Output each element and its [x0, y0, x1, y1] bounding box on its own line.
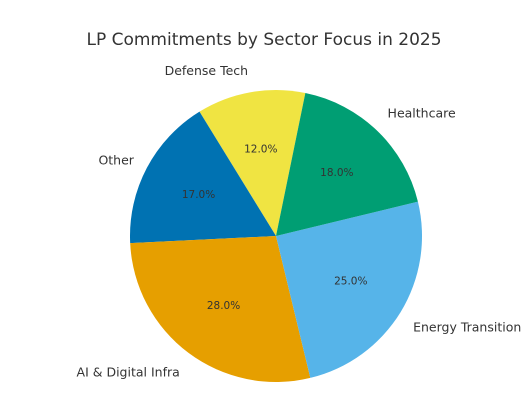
chart-title: LP Commitments by Sector Focus in 2025	[86, 30, 442, 50]
slice-category-label-healthcare: Healthcare	[388, 105, 456, 120]
slice-category-label-other: Other	[98, 153, 134, 168]
slice-value-label-energy-transition: 25.0%	[334, 276, 367, 288]
pie-slice-healthcare	[276, 92, 418, 236]
pie-slice-other	[129, 111, 276, 244]
slice-value-label-healthcare: 18.0%	[320, 167, 353, 179]
slice-category-label-defense-tech: Defense Tech	[165, 63, 249, 78]
pie-slice-defense-tech	[199, 89, 306, 236]
slice-value-label-ai-digital-infra: 28.0%	[207, 300, 240, 312]
slice-value-label-other: 17.0%	[182, 189, 215, 201]
slice-value-label-defense-tech: 12.0%	[244, 144, 277, 156]
slice-category-label-energy-transition: Energy Transition	[413, 320, 521, 335]
slice-category-label-ai-digital-infra: AI & Digital Infra	[77, 365, 180, 380]
pie-slice-ai-digital-infra	[130, 236, 311, 383]
pie-slice-energy-transition	[276, 201, 423, 378]
